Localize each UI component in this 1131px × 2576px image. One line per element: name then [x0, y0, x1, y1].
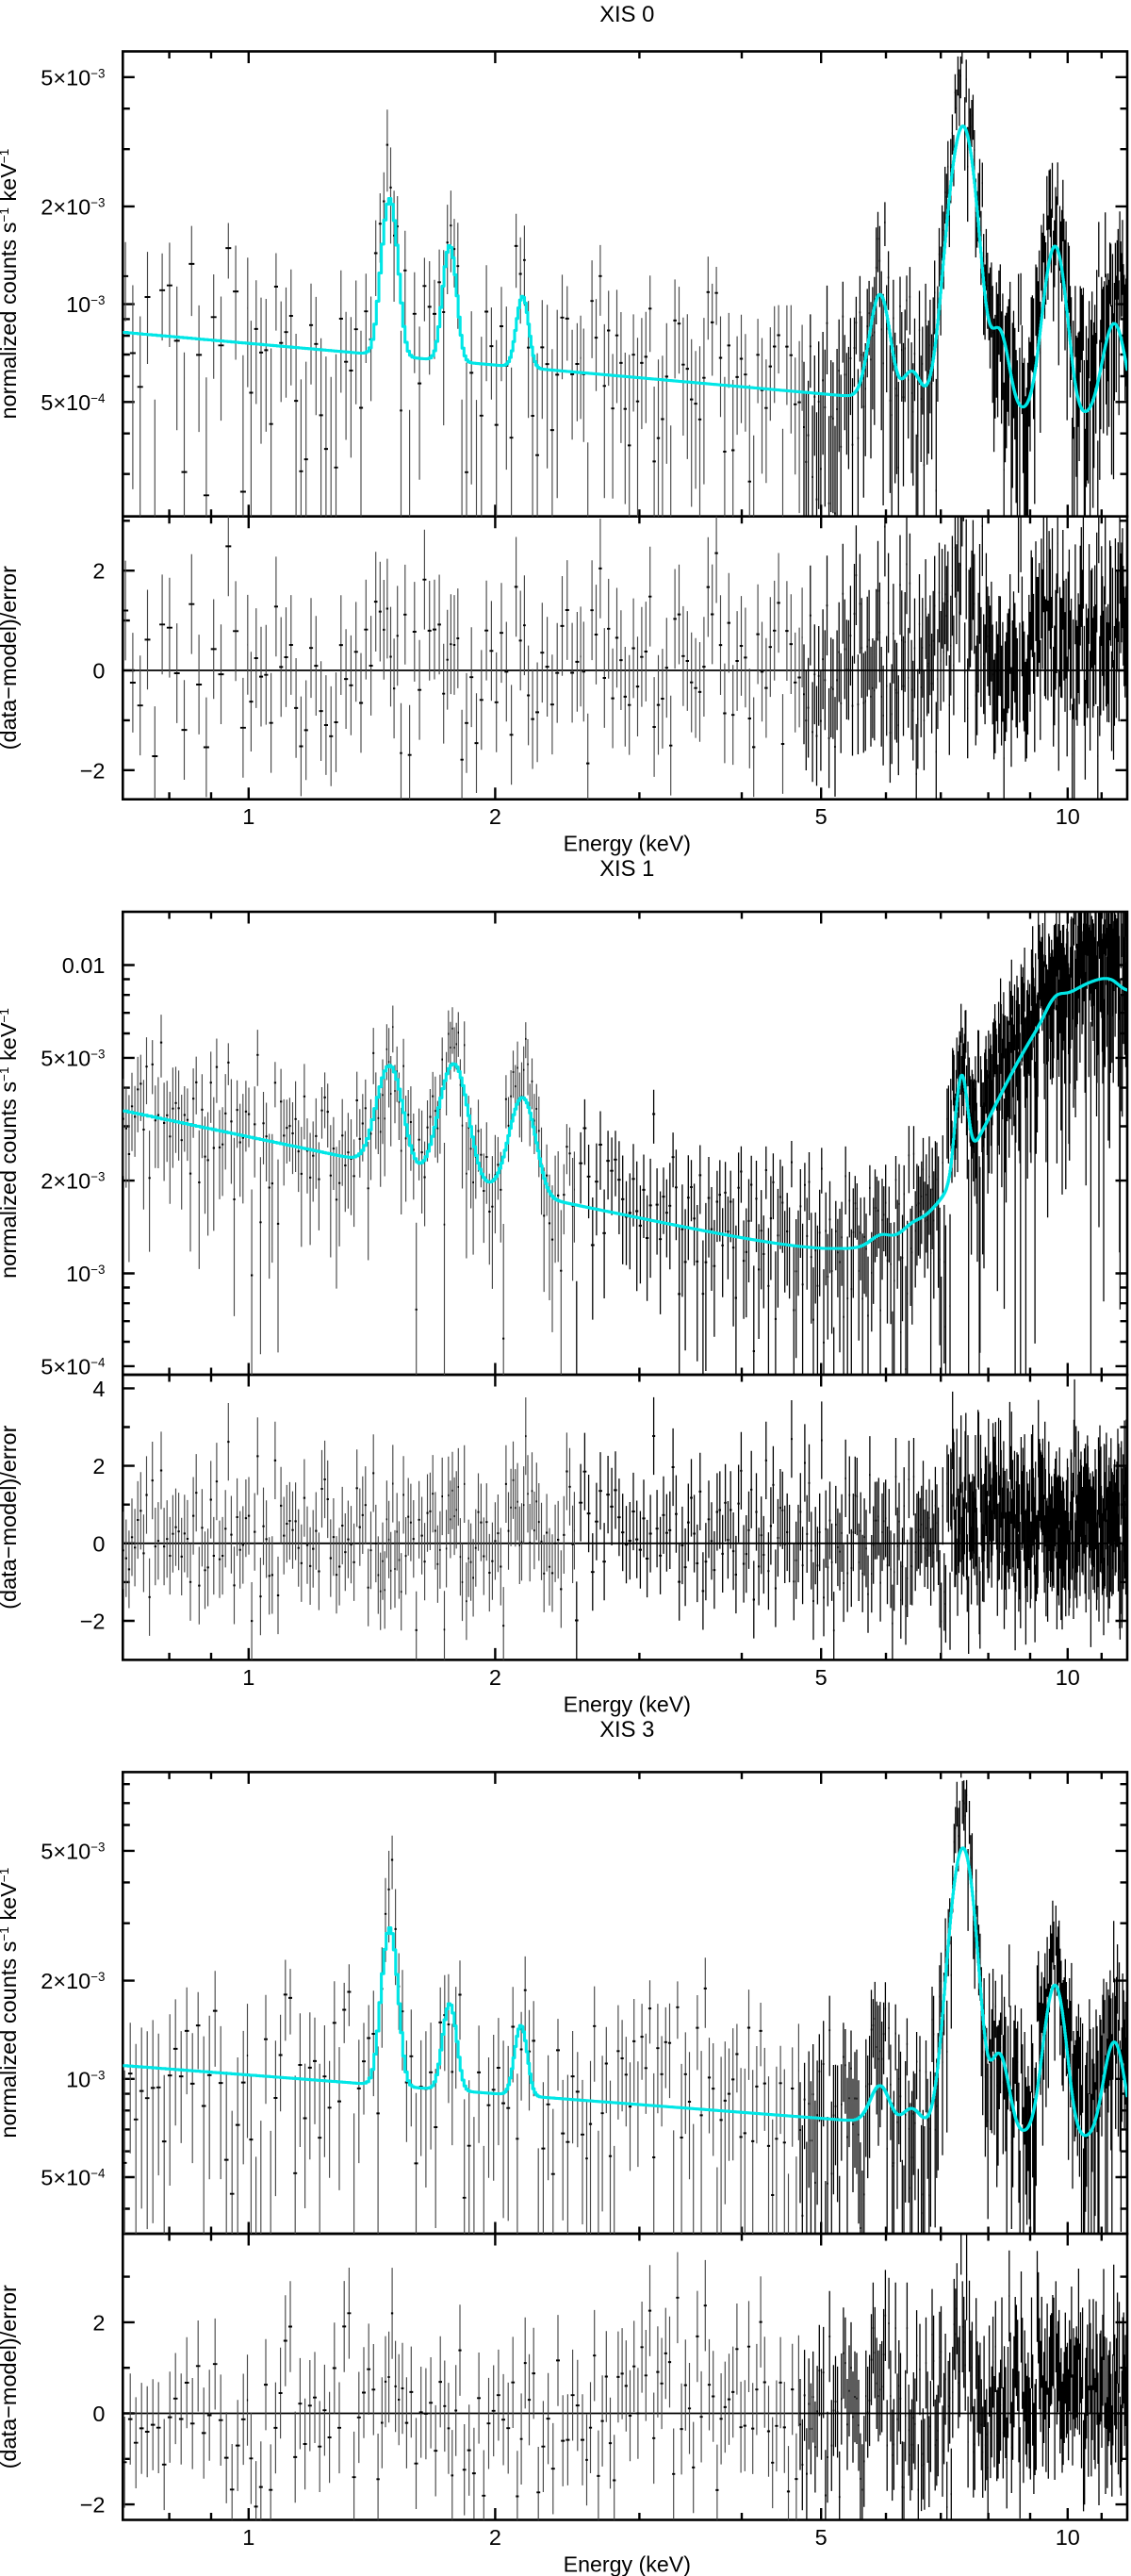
svg-text:0.01: 0.01 [62, 953, 106, 978]
svg-text:Energy (keV): Energy (keV) [564, 1692, 691, 1716]
svg-text:10: 10 [1056, 2525, 1080, 2550]
svg-text:2: 2 [92, 1454, 105, 1478]
svg-text:(data−model)/error: (data−model)/error [0, 2285, 21, 2469]
svg-text:2: 2 [489, 804, 501, 829]
svg-text:2: 2 [92, 559, 105, 584]
svg-text:4: 4 [92, 1377, 105, 1401]
svg-text:normalized counts s−1 keV−1: normalized counts s−1 keV−1 [0, 149, 21, 420]
svg-text:0: 0 [92, 659, 105, 684]
svg-text:5: 5 [815, 804, 828, 829]
svg-text:5: 5 [815, 2525, 828, 2550]
svg-text:2: 2 [489, 2525, 501, 2550]
svg-text:(data−model)/error: (data−model)/error [0, 1425, 21, 1609]
svg-text:XIS 1: XIS 1 [599, 856, 654, 882]
svg-text:−2: −2 [80, 758, 106, 783]
svg-text:10: 10 [1056, 1665, 1080, 1690]
svg-text:Energy (keV): Energy (keV) [564, 2552, 691, 2576]
svg-text:(data−model)/error: (data−model)/error [0, 566, 21, 750]
svg-text:Energy (keV): Energy (keV) [564, 832, 691, 856]
svg-text:5: 5 [815, 1665, 828, 1690]
svg-text:0: 0 [92, 1531, 105, 1556]
svg-text:1: 1 [242, 804, 254, 829]
svg-text:2: 2 [489, 1665, 501, 1690]
svg-text:XIS 0: XIS 0 [599, 2, 654, 27]
svg-text:0: 0 [92, 2402, 105, 2426]
svg-text:5×10−4: 5×10−4 [41, 2166, 106, 2190]
svg-text:−2: −2 [80, 1610, 106, 1634]
svg-text:1: 1 [242, 2525, 254, 2550]
svg-text:2: 2 [92, 2310, 105, 2335]
svg-text:XIS 3: XIS 3 [599, 1717, 654, 1742]
svg-text:normalized counts s−1 keV−1: normalized counts s−1 keV−1 [0, 1008, 21, 1279]
svg-text:normalized counts s−1 keV−1: normalized counts s−1 keV−1 [0, 1868, 21, 2138]
svg-text:−2: −2 [80, 2493, 106, 2518]
svg-text:10: 10 [1056, 804, 1080, 829]
svg-text:1: 1 [242, 1665, 254, 1690]
